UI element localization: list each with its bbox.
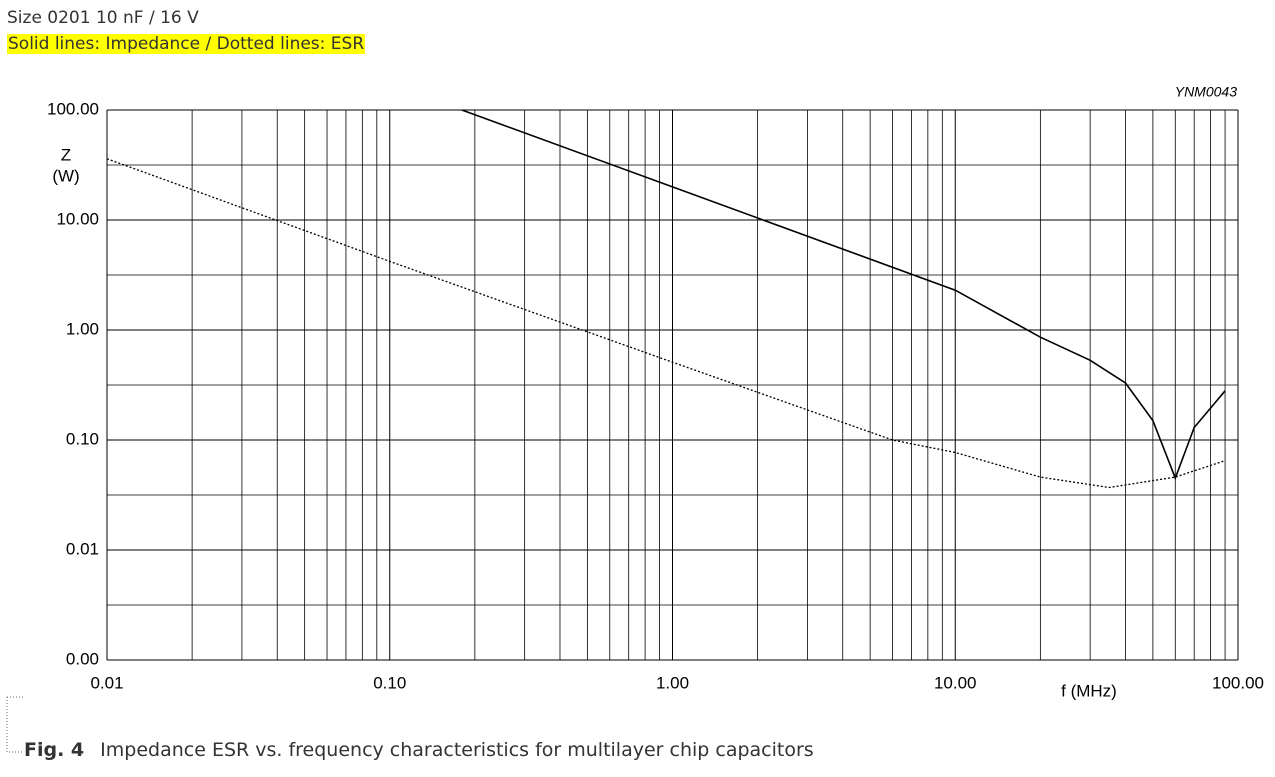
series-line (106, 158, 1226, 489)
x-tick-label: 0.01 (90, 673, 123, 692)
y-tick-label: 0.10 (66, 429, 99, 448)
caption-bracket (6, 696, 24, 753)
subtitle: Size 0201 10 nF / 16 V (7, 8, 199, 28)
note: Solid lines: Impedance / Dotted lines: E… (7, 34, 366, 54)
series-line (461, 109, 1226, 481)
caption: Fig. 4 Impedance ESR vs. frequency charac… (24, 739, 814, 761)
x-tick-label: 10.00 (934, 673, 977, 692)
x-axis-label: f (MHz) (1061, 681, 1117, 700)
y-axis-label: Z (61, 145, 71, 164)
caption-text: Impedance ESR vs. frequency characterist… (100, 739, 814, 761)
y-axis-unit: (W) (52, 166, 79, 185)
x-tick-label: 0.10 (373, 673, 406, 692)
caption-label: Fig. 4 (24, 739, 85, 761)
x-tick-label: 100.00 (1212, 673, 1264, 692)
y-tick-label: 10.00 (56, 209, 99, 228)
annotation: YNM0043 (1175, 84, 1237, 100)
y-tick-label: 1.00 (66, 319, 99, 338)
x-tick-label: 1.00 (656, 673, 689, 692)
y-tick-label: 0.00 (66, 649, 99, 668)
y-tick-label: 0.01 (66, 539, 99, 558)
y-tick-label: 100.00 (47, 99, 99, 118)
